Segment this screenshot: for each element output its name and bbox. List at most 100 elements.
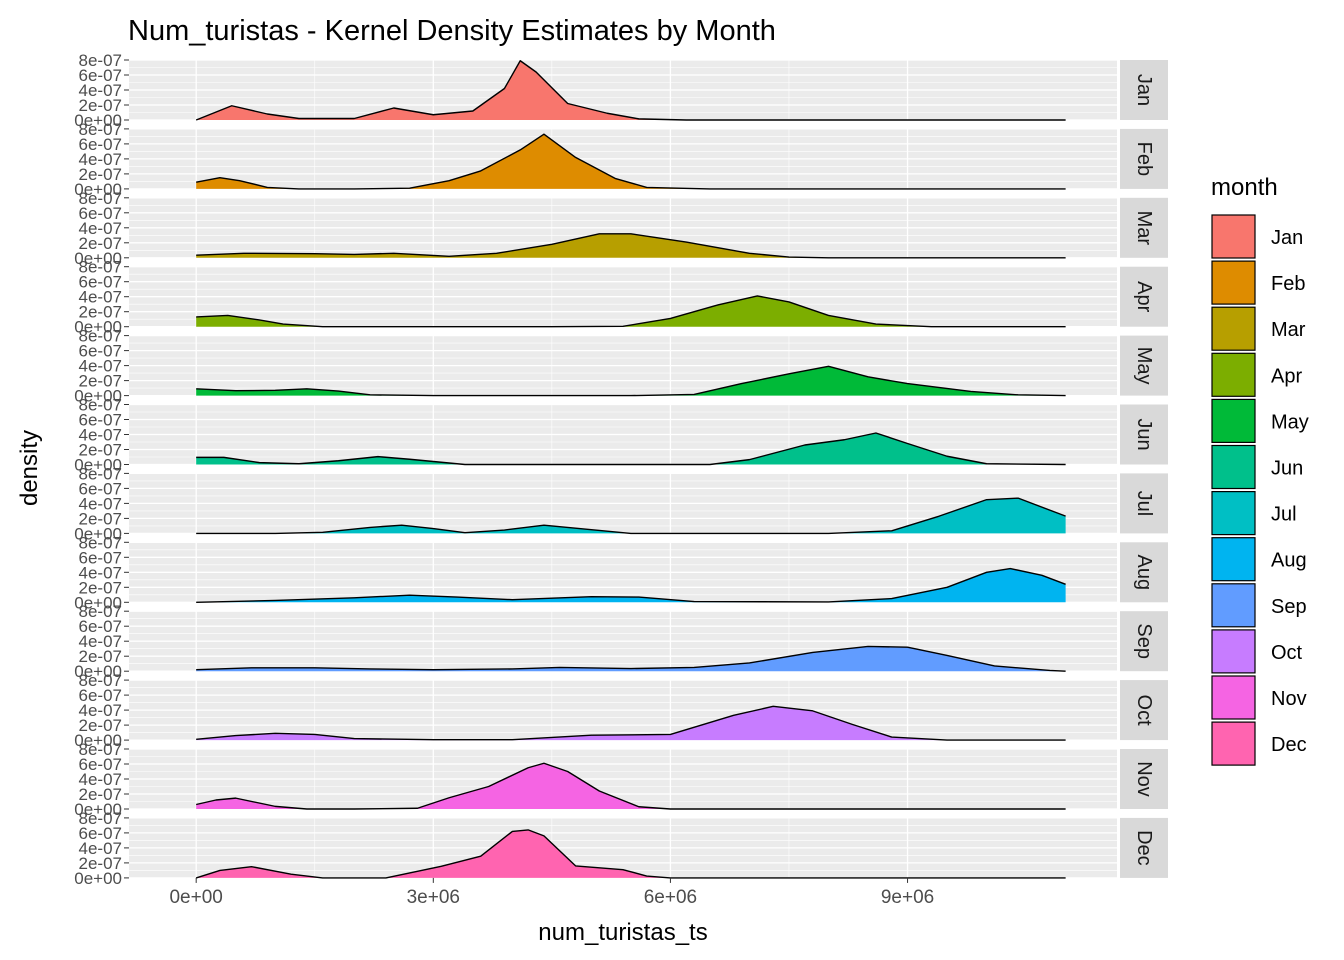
facet-strip-mar: Mar [1120,197,1168,258]
x-tick-label: 3e+06 [407,887,460,908]
legend-label: Mar [1271,319,1306,341]
strip-background [1120,611,1168,672]
strip-label: Aug [1133,555,1155,591]
legend-label: Nov [1271,688,1307,710]
y-tick-label: 0e+00 [74,318,122,337]
y-tick-label: 0e+00 [74,731,122,750]
x-tick-label: 9e+06 [881,887,934,908]
y-tick-label: 4e-07 [79,288,122,307]
y-tick-label: 4e-07 [79,839,122,858]
density-outline-sep [196,645,1066,672]
facet-strip-nov: Nov [1120,749,1168,809]
y-tick-label: 6e-07 [79,204,122,223]
y-tick-label: 6e-07 [79,135,122,154]
legend-label: Feb [1271,273,1305,295]
facet-strip-may: May [1120,335,1168,396]
legend-key-feb: Feb [1211,260,1305,305]
facet-strip-jan: Jan [1120,60,1168,120]
density-outline-feb [196,133,1066,190]
y-tick-label: 0e+00 [74,387,122,406]
y-tick-label: 8e-07 [79,671,122,690]
y-tick-label: 4e-07 [79,770,122,789]
facet-strip-jul: Jul [1120,473,1168,534]
x-axis: 0e+00 3e+06 6e+06 9e+06 [169,877,934,908]
y-tick-label: 8e-07 [79,809,122,828]
strip-background [1120,60,1168,120]
density-outline-apr [196,295,1066,328]
legend-swatch [1211,629,1256,674]
y-tick-label: 2e-07 [79,441,122,460]
y-tick-label: 4e-07 [79,632,122,651]
y-tick-label: 6e-07 [79,479,122,498]
legend-key-mar: Mar [1211,306,1306,351]
y-tick-label: 2e-07 [79,96,122,115]
x-tick-label: 0e+00 [169,887,222,908]
legend-swatch [1211,214,1256,259]
density-outline-dec [195,829,1066,879]
y-tick-label: 8e-07 [79,258,122,277]
strip-background [1120,680,1168,741]
legend-swatch [1211,306,1256,351]
y-tick-label: 8e-07 [79,740,122,759]
chart-title: Num_turistas - Kernel Density Estimates … [128,15,776,47]
density-area-mar [196,233,1066,258]
y-tick-label: 0e+00 [74,111,122,130]
y-tick-label: 6e-07 [79,66,122,85]
legend-key-nov: Nov [1211,675,1307,720]
density-area-jun [196,433,1066,465]
legend-label: Sep [1271,596,1307,618]
legend-key-may: May [1211,398,1309,443]
facet-strip-apr: Apr [1120,266,1168,327]
legend-label: Aug [1271,550,1307,572]
y-tick-label: 2e-07 [79,647,122,666]
y-tick-label: 6e-07 [79,686,122,705]
legend-label: Jul [1271,504,1297,526]
y-tick-label: 2e-07 [79,165,122,184]
y-tick-label: 4e-07 [79,81,122,100]
y-tick-label: 0e+00 [74,524,122,543]
y-tick-label: 2e-07 [79,785,122,804]
legend-swatch [1211,491,1256,536]
x-axis-title: num_turistas_ts [538,919,707,946]
legend-title: month [1211,174,1278,201]
facet-strip-sep: Sep [1120,611,1168,672]
strip-label: Jul [1133,491,1155,517]
density-outline-aug [196,567,1066,603]
facet-strip-aug: Aug [1120,542,1168,603]
y-tick-label: 6e-07 [79,617,122,636]
density-area-oct [196,706,1066,741]
strip-label: Apr [1133,281,1155,312]
legend-key-apr: Apr [1211,352,1302,397]
strip-label: Dec [1133,830,1155,866]
strip-background [1120,542,1168,603]
y-tick-label: 0e+00 [74,593,122,612]
y-tick-label: 8e-07 [79,327,122,346]
legend-label: Dec [1271,734,1307,756]
strip-label: Nov [1133,761,1155,797]
facet-strip-dec: Dec [1120,817,1168,878]
y-tick-label: 8e-07 [79,189,122,208]
legend-swatch [1211,352,1256,397]
legend-key-jun: Jun [1211,444,1303,490]
y-tick-label: 0e+00 [74,869,122,888]
strip-background [1120,335,1168,396]
y-tick-label: 8e-07 [79,120,122,139]
legend-label: May [1271,411,1309,433]
strip-background [1120,817,1168,878]
y-tick-label: 6e-07 [79,824,122,843]
strip-label: Sep [1133,623,1155,659]
strip-background [1120,197,1168,258]
density-outline-oct [196,705,1066,741]
y-tick-label: 0e+00 [74,456,122,475]
legend-label: Jun [1271,458,1303,480]
facet-strip-jun: Jun [1120,404,1168,465]
y-tick-label: 0e+00 [74,662,122,681]
density-outline-nov [196,762,1066,810]
legend-label: Apr [1271,365,1302,387]
